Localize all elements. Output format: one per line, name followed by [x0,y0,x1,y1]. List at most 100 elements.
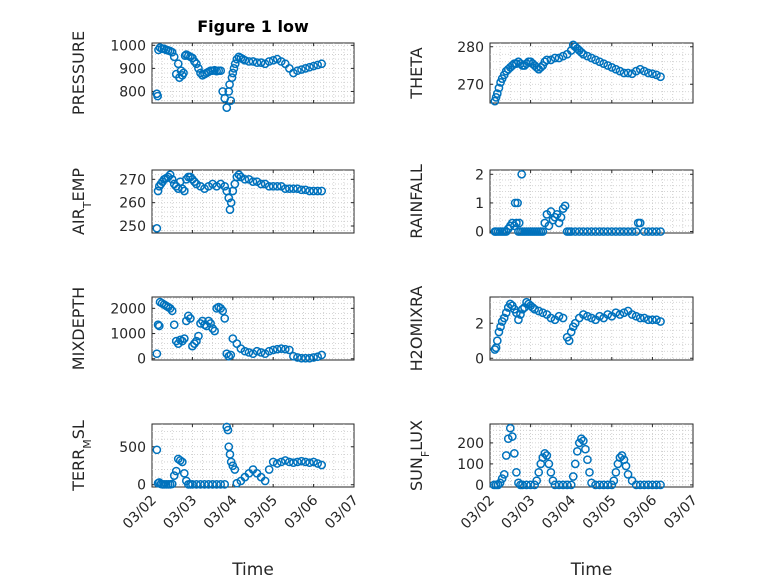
data-point [268,55,278,65]
data-point [611,308,621,318]
data-point [260,476,270,486]
data-point [536,63,546,72]
y-tick-label: 0 [475,351,484,367]
y-tick-label: 100 [457,457,484,473]
data-point [264,57,274,66]
data-point [587,227,596,236]
data-point [171,336,181,346]
y-tick-label: 900 [119,61,146,77]
data-point [558,51,568,61]
y-axis-label: H2OMIXRA [407,286,426,372]
data-point [285,184,294,194]
data-point [627,310,637,319]
data-point [583,227,592,236]
data-point [607,63,617,72]
data-point [556,212,566,222]
data-point [540,449,550,458]
data-point [494,83,504,93]
data-point [216,66,226,76]
data-point [510,449,519,458]
data-point [534,467,544,477]
data-point [591,55,600,65]
data-point [639,313,649,323]
data-point [194,64,203,73]
data-point [293,184,302,194]
y-axis-label: MIXDEPTH [69,287,88,370]
y-tick-label: 500 [119,440,146,456]
data-point [526,480,535,490]
data-point [222,103,232,112]
data-point [542,451,552,460]
data-point [499,313,509,323]
data-point [623,470,633,479]
data-point [285,457,294,467]
data-point [305,62,314,72]
data-point [206,319,215,328]
data-point [635,64,645,74]
data-point [501,451,511,460]
data-point [554,53,564,63]
y-axis-label: THETA [407,47,426,99]
data-point [317,460,327,470]
data-point [280,344,290,354]
data-point [173,59,183,69]
data-point [570,227,580,236]
data-point [566,327,576,337]
data-point [248,177,258,187]
data-point [305,353,314,363]
data-point [240,346,250,356]
data-point [208,324,217,333]
data-point [656,227,665,236]
data-point [570,318,580,328]
data-point [550,53,560,63]
data-point [513,198,522,208]
y-tick-label: 250 [119,219,146,235]
data-point [216,479,226,489]
data-point [599,227,609,236]
data-point [648,480,657,490]
data-point [652,227,661,236]
y-tick-label: 0 [475,225,484,241]
data-point [223,425,233,435]
subplot-2: 270 280 THETA [407,40,694,106]
data-point [305,458,314,468]
data-point [656,480,665,490]
data-point [264,346,274,356]
data-point [208,479,217,489]
data-point [204,316,213,326]
data-point [216,303,226,313]
data-point [591,480,600,490]
data-point [505,299,515,309]
data-point [564,336,574,346]
data-point [192,59,201,69]
data-point [153,91,163,101]
data-point [153,320,163,330]
y-tick-label: 0 [137,478,146,494]
data-point [240,174,250,184]
data-point [276,457,286,467]
data-point [252,58,262,67]
y-tick-label: 260 [119,196,146,212]
data-point [566,227,576,236]
data-point [293,66,302,76]
data-point [554,218,564,228]
data-point [220,479,230,489]
data-point [518,304,527,314]
data-point [639,480,649,490]
data-point [317,350,327,360]
data-point [544,459,554,469]
data-point [579,310,588,319]
data-point [305,186,314,196]
data-point [603,310,613,319]
data-point [496,322,505,332]
y-axis-label: PRESSURE [69,31,88,115]
data-point [256,179,266,189]
data-point [177,184,187,194]
x-axis-label: Time [570,560,613,580]
y-axis-label: RAINFALL [407,164,426,239]
data-point [583,51,592,61]
data-point [599,59,609,68]
data-point [518,480,527,490]
data-point [619,68,629,78]
